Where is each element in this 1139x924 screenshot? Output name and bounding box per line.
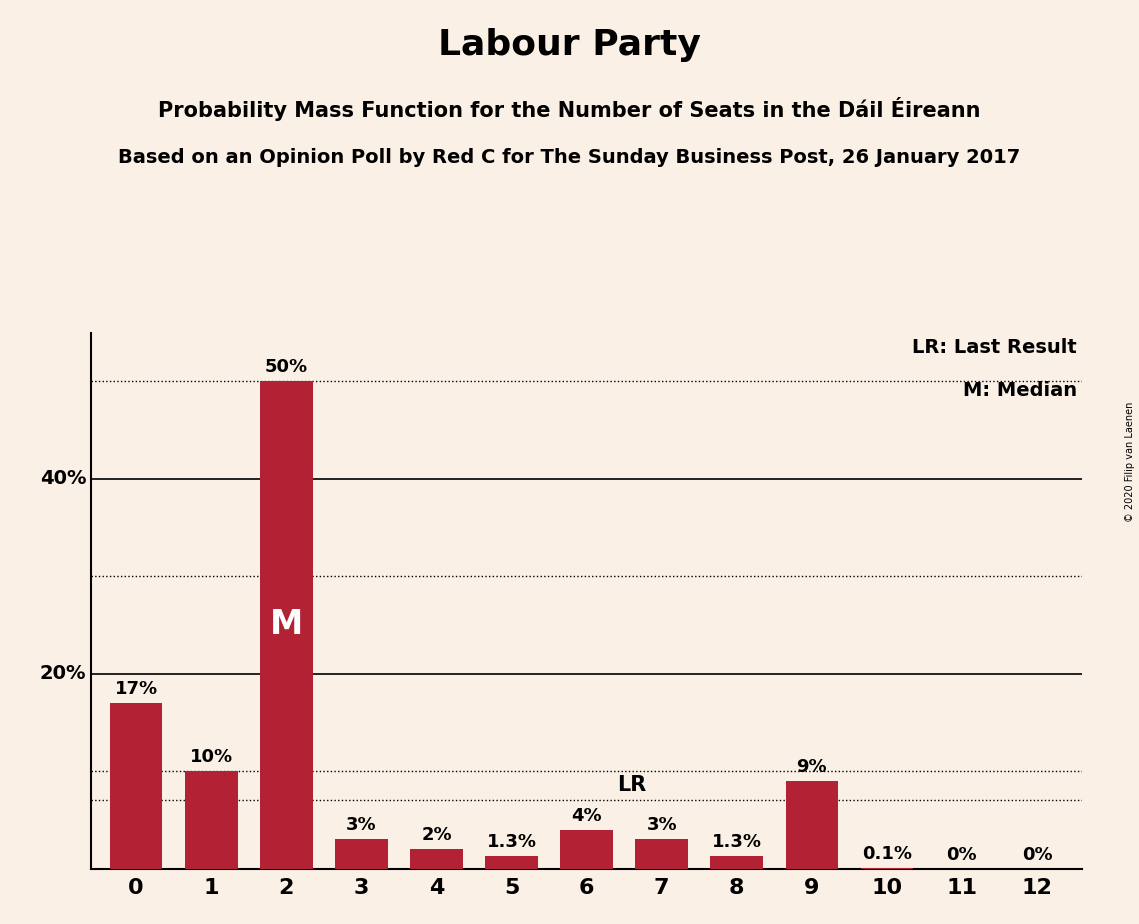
Text: 10%: 10%	[190, 748, 232, 766]
Bar	[109, 703, 163, 869]
Text: 3%: 3%	[346, 817, 377, 834]
Text: 0%: 0%	[1022, 845, 1052, 864]
Bar	[185, 772, 238, 869]
Bar	[560, 830, 613, 869]
Bar	[786, 781, 838, 869]
Bar	[636, 839, 688, 869]
Text: LR: Last Result: LR: Last Result	[912, 338, 1077, 357]
Bar	[410, 849, 462, 869]
Text: 1.3%: 1.3%	[486, 833, 536, 851]
Text: M: M	[270, 609, 303, 641]
Bar	[861, 868, 913, 869]
Text: 9%: 9%	[796, 758, 827, 776]
Text: 2%: 2%	[421, 826, 452, 845]
Bar	[260, 382, 312, 869]
Text: © 2020 Filip van Laenen: © 2020 Filip van Laenen	[1125, 402, 1134, 522]
Bar	[711, 856, 763, 869]
Text: LR: LR	[617, 775, 646, 796]
Bar	[485, 856, 538, 869]
Text: Based on an Opinion Poll by Red C for The Sunday Business Post, 26 January 2017: Based on an Opinion Poll by Red C for Th…	[118, 148, 1021, 167]
Text: 20%: 20%	[40, 664, 87, 683]
Text: Labour Party: Labour Party	[439, 28, 700, 62]
Text: 40%: 40%	[40, 469, 87, 488]
Text: 0%: 0%	[947, 845, 977, 864]
Text: 3%: 3%	[646, 817, 677, 834]
Text: 4%: 4%	[572, 807, 601, 825]
Text: 17%: 17%	[115, 680, 157, 698]
Text: Probability Mass Function for the Number of Seats in the Dáil Éireann: Probability Mass Function for the Number…	[158, 97, 981, 121]
Text: 1.3%: 1.3%	[712, 833, 762, 851]
Text: M: Median: M: Median	[962, 381, 1077, 400]
Bar	[335, 839, 387, 869]
Text: 0.1%: 0.1%	[862, 845, 912, 863]
Text: 50%: 50%	[264, 359, 308, 376]
